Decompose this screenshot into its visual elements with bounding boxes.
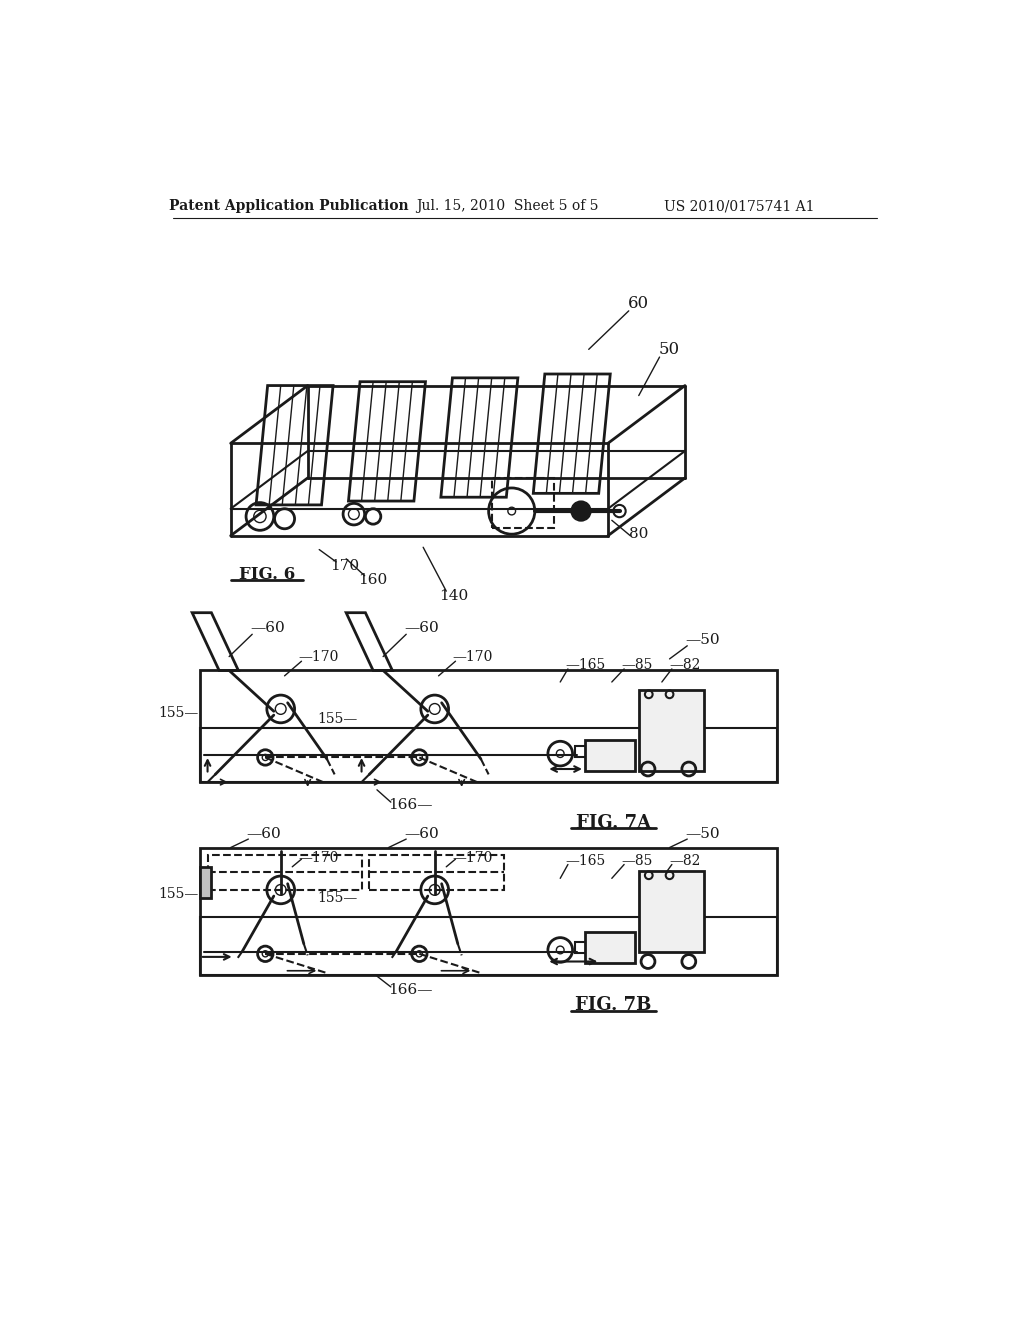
- Text: —85: —85: [622, 854, 653, 867]
- Bar: [493, 478, 554, 528]
- Text: —170: —170: [298, 850, 339, 865]
- Bar: [200, 671, 777, 781]
- Text: —50: —50: [685, 828, 720, 841]
- Text: —82: —82: [670, 854, 701, 867]
- Text: 155—: 155—: [158, 706, 199, 719]
- Text: FIG. 7A: FIG. 7A: [575, 814, 651, 832]
- Bar: [200, 729, 777, 781]
- Text: —165: —165: [565, 659, 606, 672]
- Bar: [639, 871, 705, 952]
- Bar: [585, 739, 635, 771]
- Text: Jul. 15, 2010  Sheet 5 of 5: Jul. 15, 2010 Sheet 5 of 5: [417, 199, 599, 213]
- Circle shape: [571, 502, 590, 520]
- Text: 50: 50: [659, 341, 680, 358]
- Text: 155—: 155—: [317, 711, 357, 726]
- Text: Patent Application Publication: Patent Application Publication: [169, 199, 409, 213]
- Text: 160: 160: [358, 573, 388, 586]
- Bar: [370, 855, 504, 890]
- Text: —170: —170: [453, 651, 493, 664]
- Bar: [639, 689, 705, 771]
- Text: 155—: 155—: [317, 891, 357, 904]
- Bar: [200, 917, 777, 974]
- Text: 155—: 155—: [158, 887, 199, 900]
- Text: —60: —60: [403, 828, 438, 841]
- Bar: [200, 847, 777, 974]
- Text: FIG. 7B: FIG. 7B: [575, 997, 651, 1014]
- Bar: [585, 932, 635, 964]
- Text: —60: —60: [250, 622, 285, 635]
- Text: 60: 60: [628, 294, 649, 312]
- Text: 166—: 166—: [388, 983, 433, 997]
- Bar: [208, 855, 361, 890]
- Text: FIG. 6: FIG. 6: [239, 566, 295, 582]
- Text: —82: —82: [670, 659, 701, 672]
- Text: —170: —170: [453, 850, 493, 865]
- Text: —60: —60: [246, 828, 281, 841]
- Text: —60: —60: [403, 622, 438, 635]
- Text: 166—: 166—: [388, 799, 433, 812]
- Text: 170: 170: [330, 560, 359, 573]
- Text: US 2010/0175741 A1: US 2010/0175741 A1: [664, 199, 814, 213]
- Text: —85: —85: [622, 659, 653, 672]
- Bar: [200, 867, 211, 898]
- Bar: [574, 942, 586, 953]
- Text: —165: —165: [565, 854, 606, 867]
- Text: —170: —170: [298, 651, 339, 664]
- Bar: [574, 746, 586, 756]
- Text: 140: 140: [439, 589, 469, 603]
- Text: 80: 80: [629, 527, 648, 541]
- Text: —50: —50: [685, 632, 720, 647]
